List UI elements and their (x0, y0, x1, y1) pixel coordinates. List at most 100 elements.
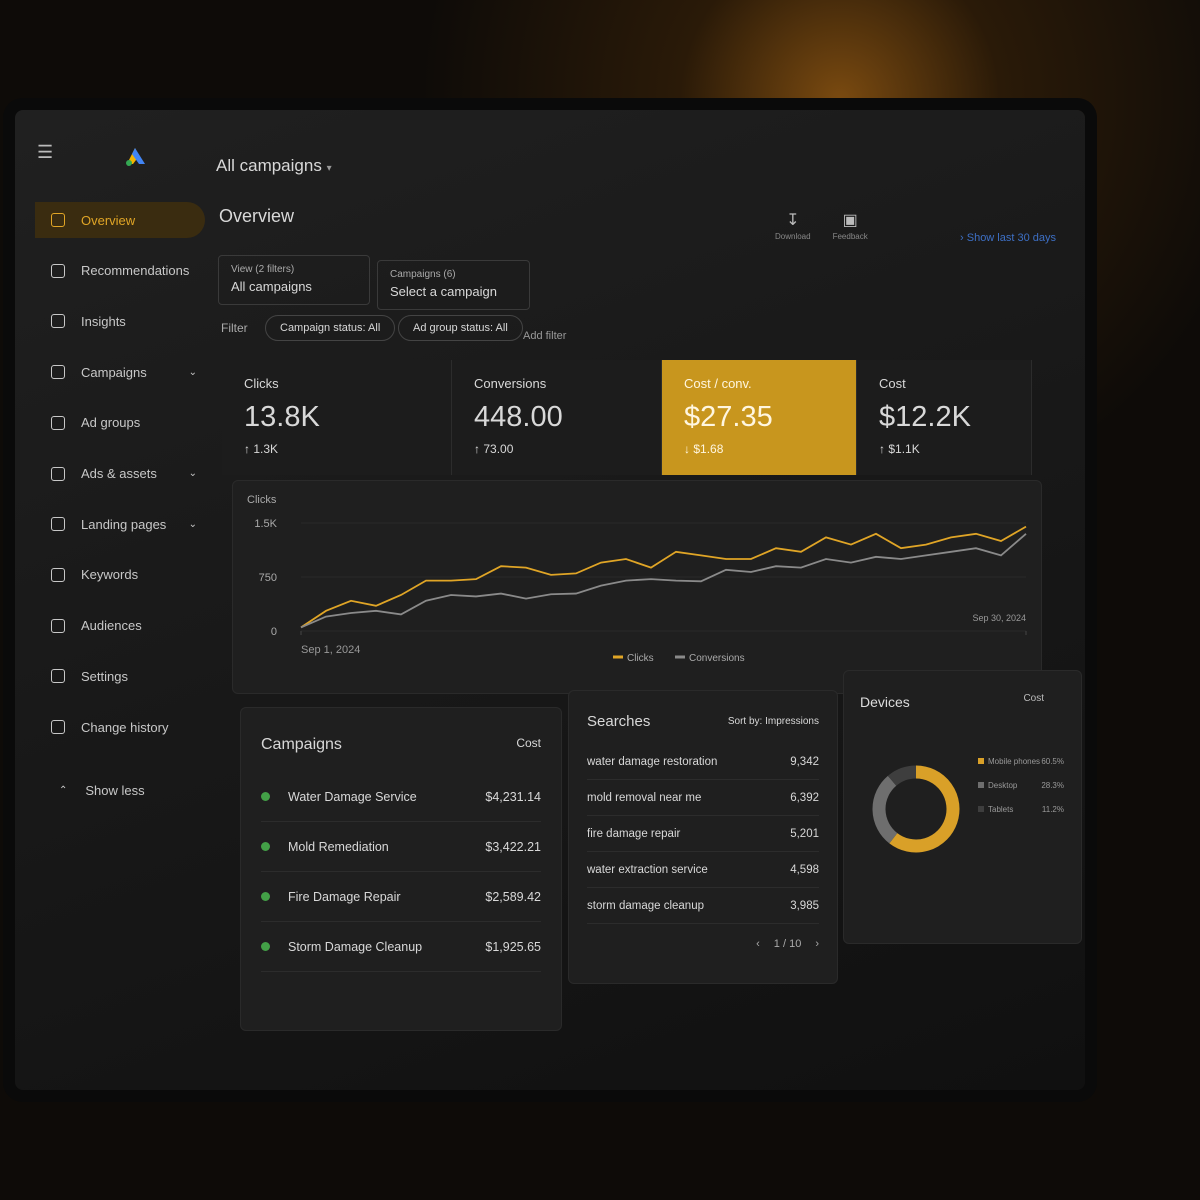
nav-label: Ad groups (81, 415, 141, 431)
search-row: fire damage repair 5,201 (587, 816, 819, 852)
sort-dropdown[interactable]: Sort by: Impressions (727, 716, 819, 727)
search-row: water damage restoration 9,342 (587, 744, 819, 780)
action-label: Feedback (832, 232, 868, 241)
kpi-change: ↓ $1.68 (684, 442, 834, 456)
nav-item[interactable]: Insights (35, 303, 205, 339)
kpi-value: 13.8K (244, 401, 320, 433)
sort-dropdown[interactable]: Cost (516, 736, 541, 750)
nav-icon (51, 314, 65, 329)
prev-page[interactable]: ‹ (756, 938, 760, 950)
kpi-card[interactable]: Cost $12.2K ↑ $1.1K (857, 360, 1032, 475)
show-less-icon: ⌃ (59, 784, 68, 796)
legend-value: 11.2% (1042, 805, 1064, 814)
metric-dropdown[interactable]: Cost (1023, 693, 1044, 704)
nav-item[interactable]: Overview (35, 202, 205, 238)
nav-item[interactable]: Campaigns ⌄ (35, 354, 205, 390)
nav-icon (51, 720, 65, 734)
pager: ‹ 1 / 10 › (569, 924, 837, 964)
campaign-row[interactable]: Fire Damage Repair $2,589.42 (261, 872, 541, 922)
filter-chip[interactable]: Campaign status: All (265, 315, 396, 341)
search-count: 4,598 (790, 863, 819, 876)
show-less[interactable]: ⌃ Show less (35, 772, 205, 808)
search-term: water extraction service (587, 863, 708, 876)
menu-button[interactable]: ☰ (37, 142, 54, 162)
panel-title: Searches (587, 713, 651, 730)
legend-label: Conversions (689, 653, 745, 664)
campaign-row[interactable]: Mold Remediation $3,422.21 (261, 822, 541, 872)
campaign-name: Storm Damage Cleanup (288, 939, 423, 954)
campaign-name: Mold Remediation (288, 839, 389, 854)
nav-label: Change history (81, 719, 169, 735)
kpi-card[interactable]: Conversions 448.00 ↑ 73.00 (452, 360, 662, 475)
trend-arrow: ↑ (879, 442, 889, 456)
campaign-name: Water Damage Service (288, 789, 417, 804)
account-name: All campaigns (216, 156, 322, 175)
next-page[interactable]: › (815, 938, 819, 950)
y-tick-label: 750 (259, 572, 277, 584)
nav-item[interactable]: Change history (35, 709, 205, 745)
donut-segment (887, 765, 917, 786)
nav-label: Recommendations (81, 263, 190, 279)
nav-item[interactable]: Landing pages ⌄ (35, 506, 205, 542)
account-selector[interactable]: All campaigns ▾ (216, 156, 332, 175)
panel-header: Searches Sort by: Impressions (569, 691, 837, 744)
search-count: 6,392 (790, 791, 819, 804)
search-count: 3,985 (790, 899, 819, 912)
search-count: 9,342 (790, 755, 819, 768)
nav-icon (51, 263, 65, 278)
nav-item[interactable]: Settings (35, 658, 205, 694)
nav-icon (51, 213, 65, 227)
nav-label: Overview (81, 212, 136, 228)
panel-title: Campaigns (261, 736, 342, 753)
nav-chevron: ⌄ (188, 468, 197, 479)
view-value: All campaigns (231, 279, 312, 294)
campaign-row[interactable]: Water Damage Service $4,231.14 (261, 772, 541, 822)
nav-item[interactable]: Ads & assets ⌄ (35, 456, 205, 492)
kpi-card[interactable]: Cost / conv. $27.35 ↓ $1.68 (662, 360, 857, 475)
nav-icon (51, 365, 65, 380)
nav-item[interactable]: Recommendations (35, 253, 205, 289)
campaign-cost: $2,589.42 (485, 889, 541, 904)
campaign-name-cell: Mold Remediation (261, 840, 389, 854)
nav-chevron: ⌄ (188, 366, 197, 378)
filter-chip[interactable]: Ad group status: All (398, 315, 523, 341)
nav-item[interactable]: Audiences (35, 608, 205, 644)
kpi-change: ↑ $1.1K (879, 442, 1009, 456)
search-row: mold removal near me 6,392 (587, 780, 819, 816)
kpi-card[interactable]: Clicks 13.8K ↑ 1.3K (222, 360, 452, 475)
campaign-value: Select a campaign (390, 284, 497, 299)
actions: ↧ Download ▣ Feedback (775, 210, 868, 241)
campaign-row[interactable]: Storm Damage Cleanup $1,925.65 (261, 922, 541, 972)
nav-icon (51, 669, 65, 684)
legend-swatch (978, 782, 984, 788)
view-caption: View (2 filters) (231, 264, 295, 275)
nav-icon (51, 618, 65, 633)
panel-title: Devices (860, 694, 910, 710)
y-tick-label: 1.5K (254, 518, 277, 530)
date-range[interactable]: › Show last 30 days (960, 232, 1057, 244)
status-dot (261, 892, 270, 901)
nav-item[interactable]: Keywords (35, 557, 205, 593)
action-label: Download (775, 232, 811, 241)
campaign-name-cell: Water Damage Service (261, 790, 417, 804)
donut-segment (889, 765, 960, 853)
nav-item[interactable]: Ad groups (35, 405, 205, 441)
nav-label: Ads & assets (81, 466, 157, 481)
kpi-value: $12.2K (879, 401, 971, 433)
action-button[interactable]: ▣ Feedback (833, 210, 868, 241)
series-line (300, 533, 1027, 629)
search-row: water extraction service 4,598 (587, 852, 819, 888)
add-filter[interactable]: Add filter (523, 330, 567, 342)
view-dropdown[interactable]: View (2 filters) All campaigns (218, 255, 370, 305)
nav-label: Keywords (81, 567, 139, 583)
campaign-dropdown[interactable]: Campaigns (6) Select a campaign (377, 260, 530, 310)
action-icon: ↧ (786, 212, 800, 229)
panel-header: Campaigns Cost (241, 708, 561, 772)
search-term: mold removal near me (587, 791, 702, 804)
action-button[interactable]: ↧ Download (775, 210, 811, 241)
nav-chevron: ⌄ (188, 518, 197, 530)
campaign-cost: $4,231.14 (485, 789, 541, 804)
kpi-change-value: $1.68 (693, 442, 724, 456)
